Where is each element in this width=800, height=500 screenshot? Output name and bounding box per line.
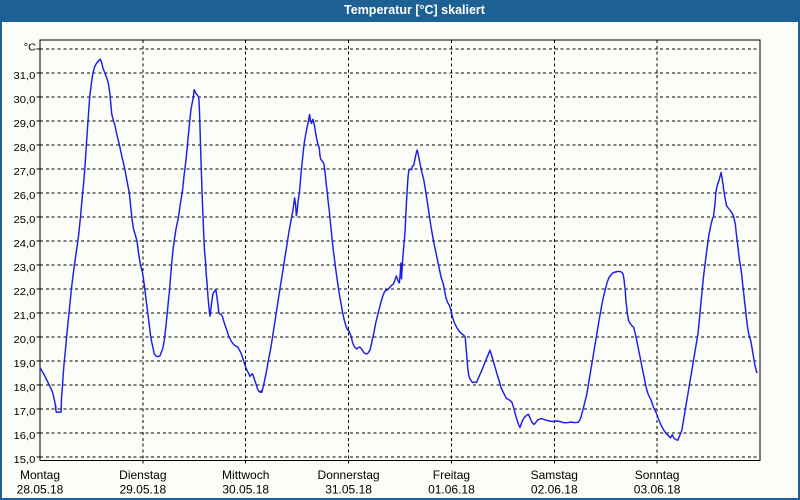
svg-text:15,0: 15,0 bbox=[14, 455, 36, 466]
svg-text:31.05.18: 31.05.18 bbox=[325, 483, 372, 497]
svg-text:Samstag: Samstag bbox=[531, 468, 578, 482]
svg-text:19,0: 19,0 bbox=[14, 359, 36, 370]
svg-text:27,0: 27,0 bbox=[14, 167, 36, 178]
svg-text:Freitag: Freitag bbox=[433, 468, 470, 482]
svg-text:30,0: 30,0 bbox=[14, 95, 36, 106]
svg-text:30.05.18: 30.05.18 bbox=[222, 483, 269, 497]
svg-text:Donnerstag: Donnerstag bbox=[318, 468, 380, 482]
svg-text:17,0: 17,0 bbox=[14, 407, 36, 418]
svg-text:29,0: 29,0 bbox=[14, 119, 36, 130]
svg-text:31,0: 31,0 bbox=[14, 71, 36, 82]
svg-text:Mittwoch: Mittwoch bbox=[222, 468, 269, 482]
svg-text:20,0: 20,0 bbox=[14, 335, 36, 346]
svg-text:Dienstag: Dienstag bbox=[119, 468, 166, 482]
svg-text:23,0: 23,0 bbox=[14, 263, 36, 274]
svg-text:22,0: 22,0 bbox=[14, 287, 36, 298]
svg-text:29.05.18: 29.05.18 bbox=[120, 483, 167, 497]
svg-text:03.06.18: 03.06.18 bbox=[634, 483, 681, 497]
svg-text:02.06.18: 02.06.18 bbox=[531, 483, 578, 497]
svg-text:°C: °C bbox=[24, 43, 36, 54]
svg-text:Montag: Montag bbox=[20, 468, 60, 482]
svg-text:16,0: 16,0 bbox=[14, 431, 36, 442]
svg-text:Sonntag: Sonntag bbox=[635, 468, 680, 482]
svg-text:21,0: 21,0 bbox=[14, 311, 36, 322]
svg-text:24,0: 24,0 bbox=[14, 239, 36, 250]
svg-text:28,0: 28,0 bbox=[14, 143, 36, 154]
svg-text:26,0: 26,0 bbox=[14, 191, 36, 202]
svg-text:18,0: 18,0 bbox=[14, 383, 36, 394]
svg-text:01.06.18: 01.06.18 bbox=[428, 483, 475, 497]
svg-text:28.05.18: 28.05.18 bbox=[17, 483, 64, 497]
svg-text:25,0: 25,0 bbox=[14, 215, 36, 226]
